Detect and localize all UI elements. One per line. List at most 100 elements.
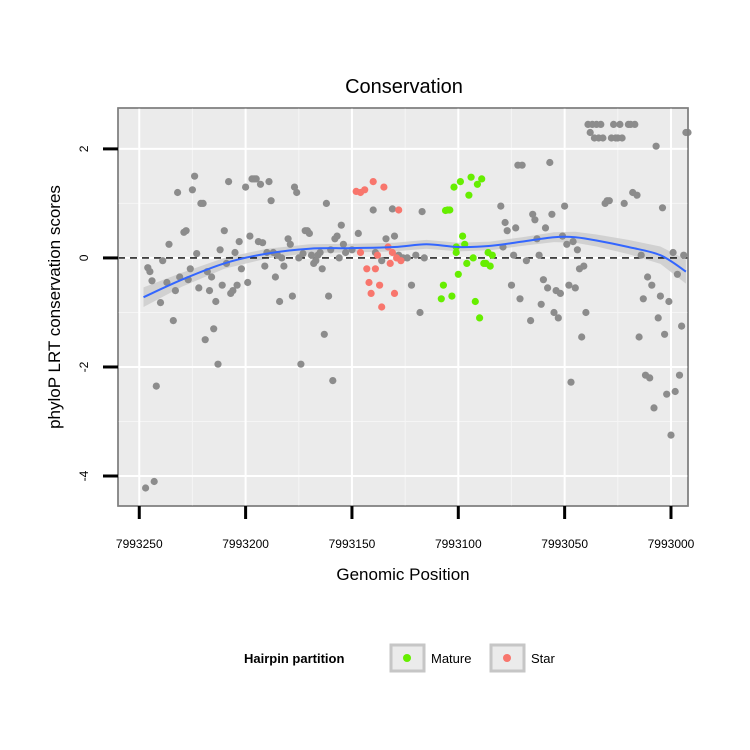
point-mature	[446, 206, 454, 214]
point-star	[378, 303, 386, 311]
point-other	[665, 297, 673, 306]
point-other	[208, 273, 216, 281]
point-other	[571, 284, 579, 292]
point-other	[322, 199, 330, 207]
smooth-trend-line	[143, 235, 687, 299]
legend-item-star: Star	[489, 643, 556, 673]
point-other	[671, 387, 679, 396]
point-other	[333, 232, 341, 240]
point-other	[646, 374, 654, 382]
point-star	[388, 248, 396, 257]
y-axis: -4 -2 0 2	[77, 145, 118, 481]
point-other	[188, 186, 196, 194]
point-other	[165, 240, 173, 248]
smooth-confidence-ribbon	[143, 231, 686, 307]
point-star	[356, 248, 365, 257]
x-tick-label: 7993100	[435, 537, 482, 551]
point-other	[573, 246, 582, 254]
point-star	[376, 281, 384, 289]
point-other	[354, 229, 362, 237]
point-other	[635, 333, 643, 341]
point-other	[639, 295, 647, 303]
point-other	[548, 210, 556, 218]
point-other	[205, 287, 214, 295]
point-mature	[478, 175, 486, 183]
plot-panel	[117, 107, 689, 507]
point-other	[307, 251, 316, 259]
point-mature	[469, 254, 477, 262]
point-other	[312, 257, 320, 265]
point-other	[193, 250, 201, 258]
point-other	[163, 278, 171, 287]
point-star	[371, 265, 379, 273]
x-axis-title: Genomic Position	[336, 565, 469, 584]
point-other	[182, 227, 190, 235]
point-mature	[452, 248, 460, 257]
point-other	[544, 284, 552, 292]
point-other	[278, 254, 286, 262]
point-other	[503, 227, 511, 235]
point-other	[284, 235, 292, 243]
point-mature	[471, 297, 479, 306]
point-other	[191, 172, 199, 180]
point-other	[195, 284, 203, 292]
legend: Hairpin partition Mature Star	[244, 643, 556, 673]
point-other	[293, 188, 301, 197]
point-other	[597, 120, 605, 128]
point-other	[586, 128, 594, 137]
point-other	[237, 265, 245, 273]
point-mature	[463, 259, 471, 267]
point-other	[335, 254, 343, 262]
legend-key-mature	[403, 654, 411, 662]
point-other	[169, 317, 177, 325]
point-other	[252, 175, 260, 183]
point-other	[218, 281, 226, 289]
point-other	[563, 240, 571, 248]
point-other	[276, 297, 284, 306]
point-other	[497, 202, 505, 210]
point-other	[271, 273, 279, 281]
point-other	[148, 277, 156, 285]
point-other	[369, 206, 377, 214]
point-other	[288, 292, 296, 300]
point-star	[373, 251, 382, 259]
point-mature	[454, 270, 462, 278]
point-star	[369, 178, 377, 186]
point-other	[554, 314, 562, 322]
point-other	[637, 251, 645, 259]
point-other	[159, 257, 167, 265]
point-other	[663, 390, 671, 398]
point-other	[680, 251, 688, 259]
point-other	[539, 276, 548, 284]
point-star	[380, 183, 388, 191]
point-star	[386, 259, 394, 267]
point-star	[397, 257, 405, 265]
point-other	[675, 371, 684, 379]
point-other	[231, 248, 239, 257]
point-mature	[456, 178, 464, 186]
y-tick-label: 0	[77, 254, 91, 261]
point-other	[512, 224, 520, 232]
point-other	[522, 257, 531, 265]
y-tick-label: -4	[77, 470, 91, 481]
point-other	[299, 250, 307, 258]
point-mature	[476, 314, 484, 322]
point-other	[152, 382, 160, 390]
minor-gridlines	[118, 108, 688, 506]
point-other	[382, 235, 390, 243]
point-other	[256, 180, 265, 188]
point-other	[267, 197, 275, 205]
point-other	[342, 248, 350, 257]
point-star	[361, 186, 369, 194]
point-other	[325, 292, 333, 300]
point-other	[210, 325, 218, 333]
point-other	[648, 281, 656, 289]
point-other	[673, 270, 682, 278]
point-other	[556, 289, 565, 297]
point-other	[339, 240, 347, 248]
point-other	[233, 281, 241, 289]
point-mature	[437, 295, 445, 303]
point-other	[259, 239, 267, 247]
legend-title: Hairpin partition	[244, 651, 344, 666]
legend-key-star	[503, 654, 511, 662]
